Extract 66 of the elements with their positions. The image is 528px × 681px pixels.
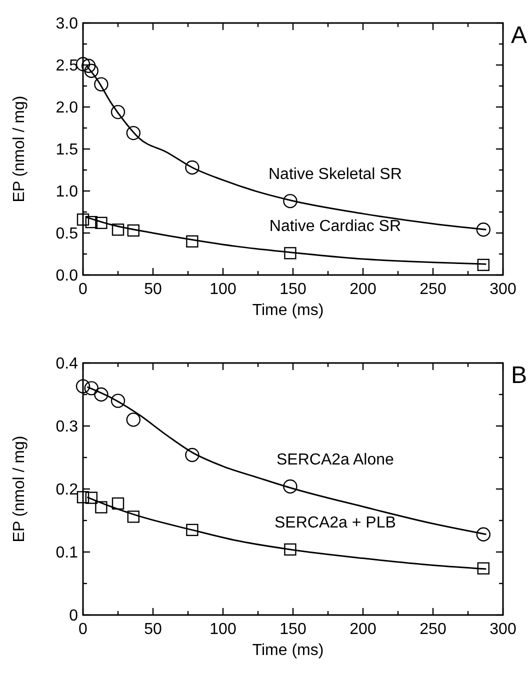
x-tick-label: 150 xyxy=(280,621,306,638)
text: B xyxy=(511,362,528,389)
point xyxy=(186,524,198,536)
point xyxy=(127,510,140,523)
point xyxy=(110,394,126,408)
point xyxy=(284,543,296,556)
y-tick-label: 0 xyxy=(69,608,78,625)
y-tick-label: 3.0 xyxy=(56,16,78,33)
point xyxy=(476,527,490,542)
point xyxy=(95,216,108,230)
x-tick-label: 100 xyxy=(210,281,236,298)
series-label: SERCA2a Alone xyxy=(276,451,394,468)
x-tick-label: 100 xyxy=(210,621,236,638)
point xyxy=(84,381,98,396)
series-label: Native Cardiac SR xyxy=(269,218,402,236)
point xyxy=(94,387,108,402)
x-tick-label: 250 xyxy=(420,281,446,298)
x-tick-label: 50 xyxy=(144,281,162,298)
point xyxy=(112,497,124,510)
x-tick-label: 200 xyxy=(350,621,376,638)
point xyxy=(110,104,126,120)
y-tick-label: 1.0 xyxy=(56,184,78,201)
point xyxy=(283,479,298,494)
y-axis-title: EP (nmol / mg) xyxy=(11,436,28,542)
point xyxy=(112,224,124,236)
point xyxy=(76,213,90,226)
point xyxy=(185,448,200,462)
x-axis-title: Time (ms) xyxy=(252,642,324,659)
y-tick-label: 2.0 xyxy=(56,100,78,117)
series-label: Native Skeletal SR xyxy=(268,166,402,184)
point xyxy=(85,216,98,228)
y-tick-label: 0.3 xyxy=(56,418,78,436)
y-tick-label: 0.4 xyxy=(56,356,78,373)
point xyxy=(95,501,108,514)
point xyxy=(126,126,140,140)
point xyxy=(476,222,490,237)
series-label: SERCA2a + PLB xyxy=(274,514,396,532)
point xyxy=(185,160,200,175)
x-tick-label: 150 xyxy=(280,281,306,298)
point xyxy=(126,412,140,427)
y-tick-label: 0.1 xyxy=(56,544,78,562)
point xyxy=(283,194,298,208)
x-axis-title: Time (ms) xyxy=(252,302,324,319)
x-tick-label: 300 xyxy=(490,621,516,638)
y-tick-label: 0.2 xyxy=(56,482,78,499)
point xyxy=(82,58,96,73)
y-tick-label: 0.5 xyxy=(56,226,78,243)
y-axis-title: EP (nmol / mg) xyxy=(11,96,28,202)
point xyxy=(76,491,90,504)
point xyxy=(127,224,140,237)
point xyxy=(85,492,98,504)
x-tick-label: 200 xyxy=(350,281,376,298)
x-tick-label: 50 xyxy=(144,621,162,638)
text: A xyxy=(511,22,528,49)
y-tick-label: 2.5 xyxy=(56,58,78,75)
point xyxy=(76,379,90,394)
x-tick-label: 250 xyxy=(420,621,446,638)
point xyxy=(477,258,490,272)
point xyxy=(477,562,490,574)
point xyxy=(84,64,98,78)
x-tick-label: 300 xyxy=(490,281,516,298)
point xyxy=(94,77,108,92)
y-tick-label: 0.0 xyxy=(56,268,78,285)
y-tick-label: 1.5 xyxy=(56,142,78,159)
point xyxy=(284,247,296,260)
point xyxy=(186,235,198,248)
